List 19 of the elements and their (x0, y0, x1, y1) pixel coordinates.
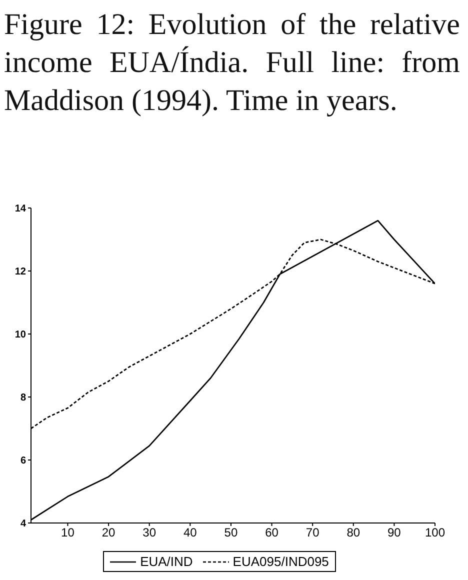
x-tick-label: 10 (61, 526, 75, 540)
y-tick-label: 10 (14, 330, 26, 341)
chart-title: Figure 12: Evolution of the relative income EUA/Índia. Full line: from Maddison (1994). Time in years. (4, 7, 460, 119)
y-tick-label: 4 (20, 518, 26, 530)
x-tick-label: 40 (183, 526, 198, 540)
y-tick-label: 6 (20, 456, 26, 467)
x-tick-label: 60 (265, 526, 279, 540)
x-tick-label: 100 (424, 526, 446, 540)
x-tick-label: 50 (224, 526, 238, 540)
x-tick-label: 90 (388, 526, 402, 540)
x-tick-label: 80 (346, 526, 360, 540)
y-tick-label: 8 (20, 392, 26, 404)
y-tick-label: 14 (14, 204, 26, 215)
y-tick-label: 12 (14, 266, 26, 278)
x-tick-label: 20 (102, 526, 116, 540)
x-tick-label: 30 (142, 526, 156, 540)
legend-label: EUA095/IND095 (232, 554, 329, 569)
legend-label: EUA/IND (140, 554, 193, 569)
x-tick-label: 70 (306, 526, 320, 540)
